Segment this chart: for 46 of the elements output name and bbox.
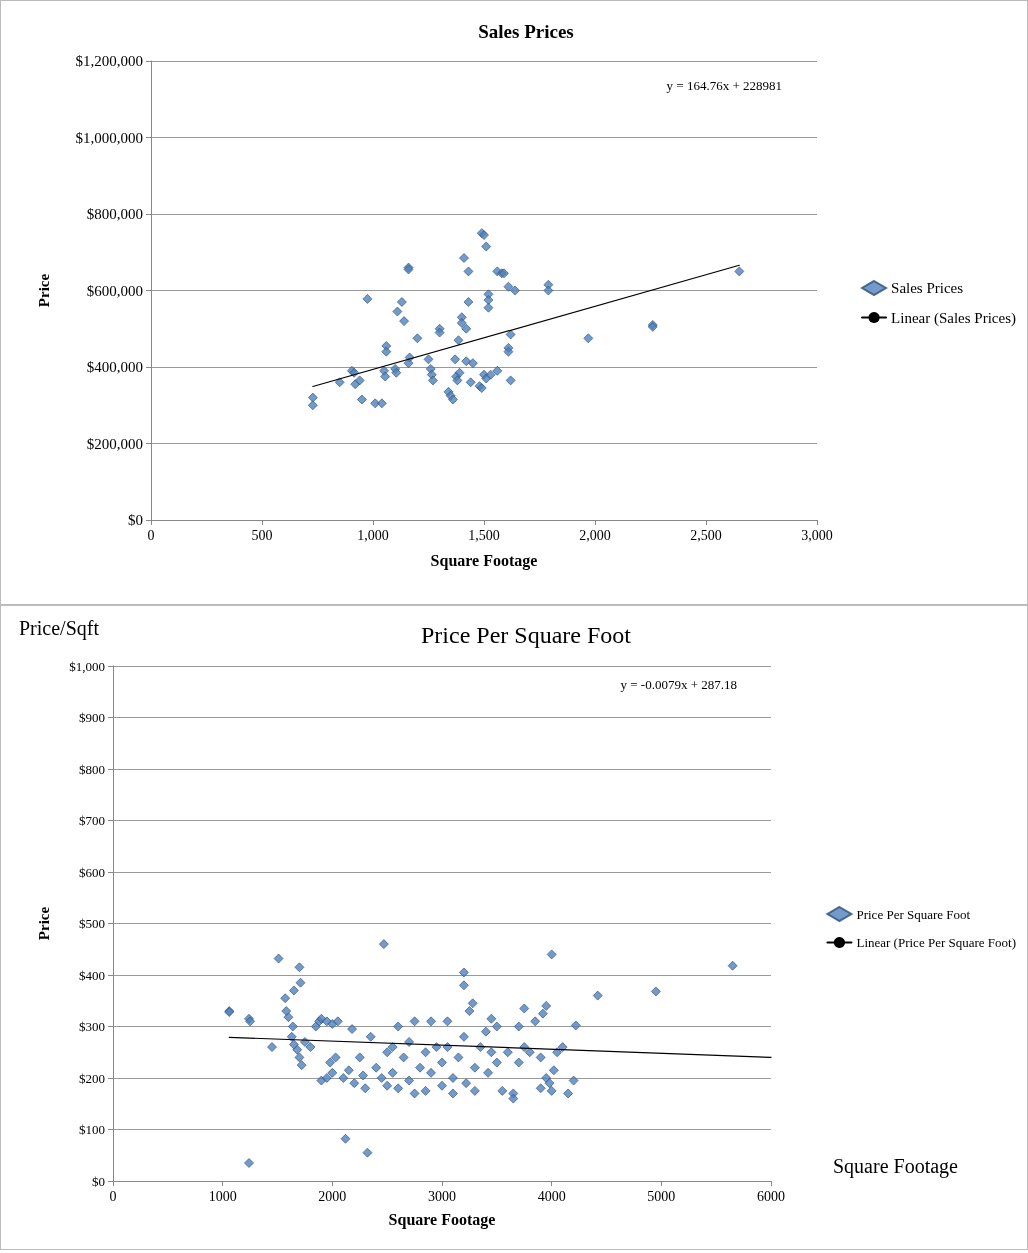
y-tick-label: $100 — [79, 1122, 105, 1137]
legend-label: Sales Prices — [891, 280, 964, 296]
x-tick-label: 1000 — [208, 1188, 237, 1204]
y-tick-label: $400 — [79, 967, 105, 983]
x-tick-label: 4000 — [537, 1188, 566, 1204]
y-tick-label: $200,000 — [86, 435, 143, 452]
annotation: y = -0.0079x + 287.18 — [620, 677, 738, 692]
y-tick-label: $600 — [79, 864, 105, 880]
y-tick-label: $0 — [92, 1173, 105, 1189]
text: Price/Sqft — [19, 617, 100, 640]
y-tick-label: $200 — [79, 1070, 105, 1086]
x-tick-label: 0 — [147, 527, 155, 543]
y-tick-label: $300 — [79, 1019, 105, 1034]
y-tick-label: $400,000 — [86, 359, 143, 375]
x-tick-label: 3,000 — [801, 527, 833, 543]
x-tick-label: 1,000 — [357, 527, 389, 543]
chart-title: Price Per Square Foot — [421, 622, 632, 648]
y-tick-label: $700 — [79, 813, 105, 828]
y-tick-label: $1,200,000 — [75, 53, 143, 69]
legend-label: Price Per Square Foot — [856, 906, 971, 922]
x-tick-label: 6000 — [757, 1188, 785, 1204]
y-tick-label: $900 — [79, 710, 105, 725]
y-tick-label: $1,000 — [69, 658, 105, 674]
x-tick-label: 5000 — [647, 1188, 676, 1204]
text: Square Footage — [833, 1155, 959, 1178]
x-tick-label: 2,000 — [579, 527, 611, 543]
x-tick-label: 3000 — [428, 1188, 456, 1204]
y-tick-label: $600,000 — [86, 282, 143, 299]
y-tick-label: $1,000,000 — [75, 129, 143, 146]
legend-label: Linear (Price Per Square Foot) — [856, 935, 1016, 950]
x-axis-title: Square Footage — [430, 551, 538, 570]
x-tick-label: 2000 — [318, 1188, 347, 1204]
x-axis-title: Square Footage — [388, 1210, 496, 1229]
x-tick-label: 2,500 — [690, 527, 722, 543]
x-tick-label: 0 — [109, 1188, 117, 1204]
legend-label: Linear (Sales Prices) — [891, 309, 1016, 327]
annotation: y = 164.76x + 228981 — [666, 78, 783, 93]
y-axis-title: Price — [35, 906, 52, 941]
x-tick-label: 500 — [251, 527, 273, 543]
y-tick-label: $0 — [128, 512, 143, 528]
y-tick-label: $500 — [79, 916, 105, 931]
x-tick-label: 1,500 — [468, 527, 500, 543]
y-tick-label: $800 — [79, 761, 105, 777]
y-axis-title: Price — [35, 273, 52, 308]
y-tick-label: $800,000 — [86, 206, 143, 222]
chart-title: Sales Prices — [478, 21, 574, 42]
